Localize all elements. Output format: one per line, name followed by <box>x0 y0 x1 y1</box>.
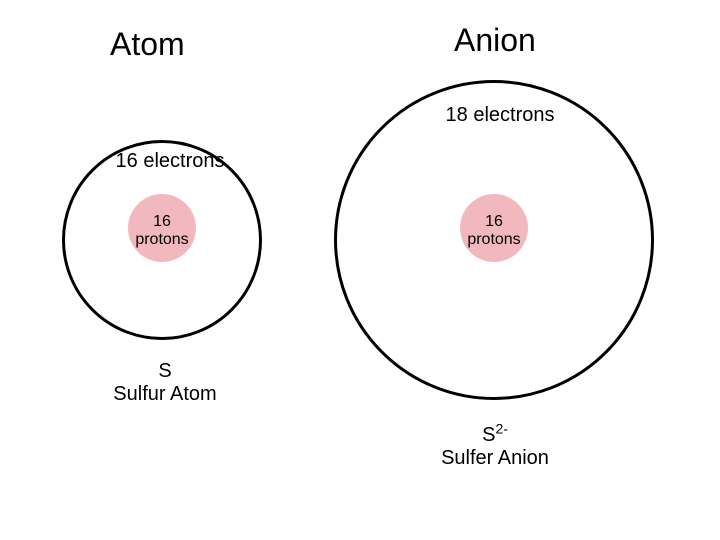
atom-protons-label: 16 protons <box>128 213 196 250</box>
atom-symbol: S <box>158 360 171 382</box>
anion-name: Sulfer Anion <box>441 447 549 469</box>
atom-protons-word: protons <box>135 231 188 248</box>
title-atom: Atom <box>110 26 185 63</box>
anion-symbol-sup: 2- <box>495 420 507 436</box>
anion-symbol: S2- <box>482 424 508 446</box>
anion-symbol-base: S <box>482 424 495 446</box>
title-anion: Anion <box>454 22 536 59</box>
anion-protons-count: 16 <box>485 213 503 230</box>
anion-bottom-label: S2- Sulfer Anion <box>380 420 610 470</box>
atom-bottom-label: S Sulfur Atom <box>60 360 270 406</box>
anion-protons-label: 16 protons <box>460 213 528 250</box>
anion-electrons-label: 18 electrons <box>410 104 590 126</box>
atom-name: Sulfur Atom <box>113 383 216 405</box>
atom-electrons-label: 16 electrons <box>80 150 260 172</box>
atom-protons-count: 16 <box>153 213 171 230</box>
anion-protons-word: protons <box>467 231 520 248</box>
